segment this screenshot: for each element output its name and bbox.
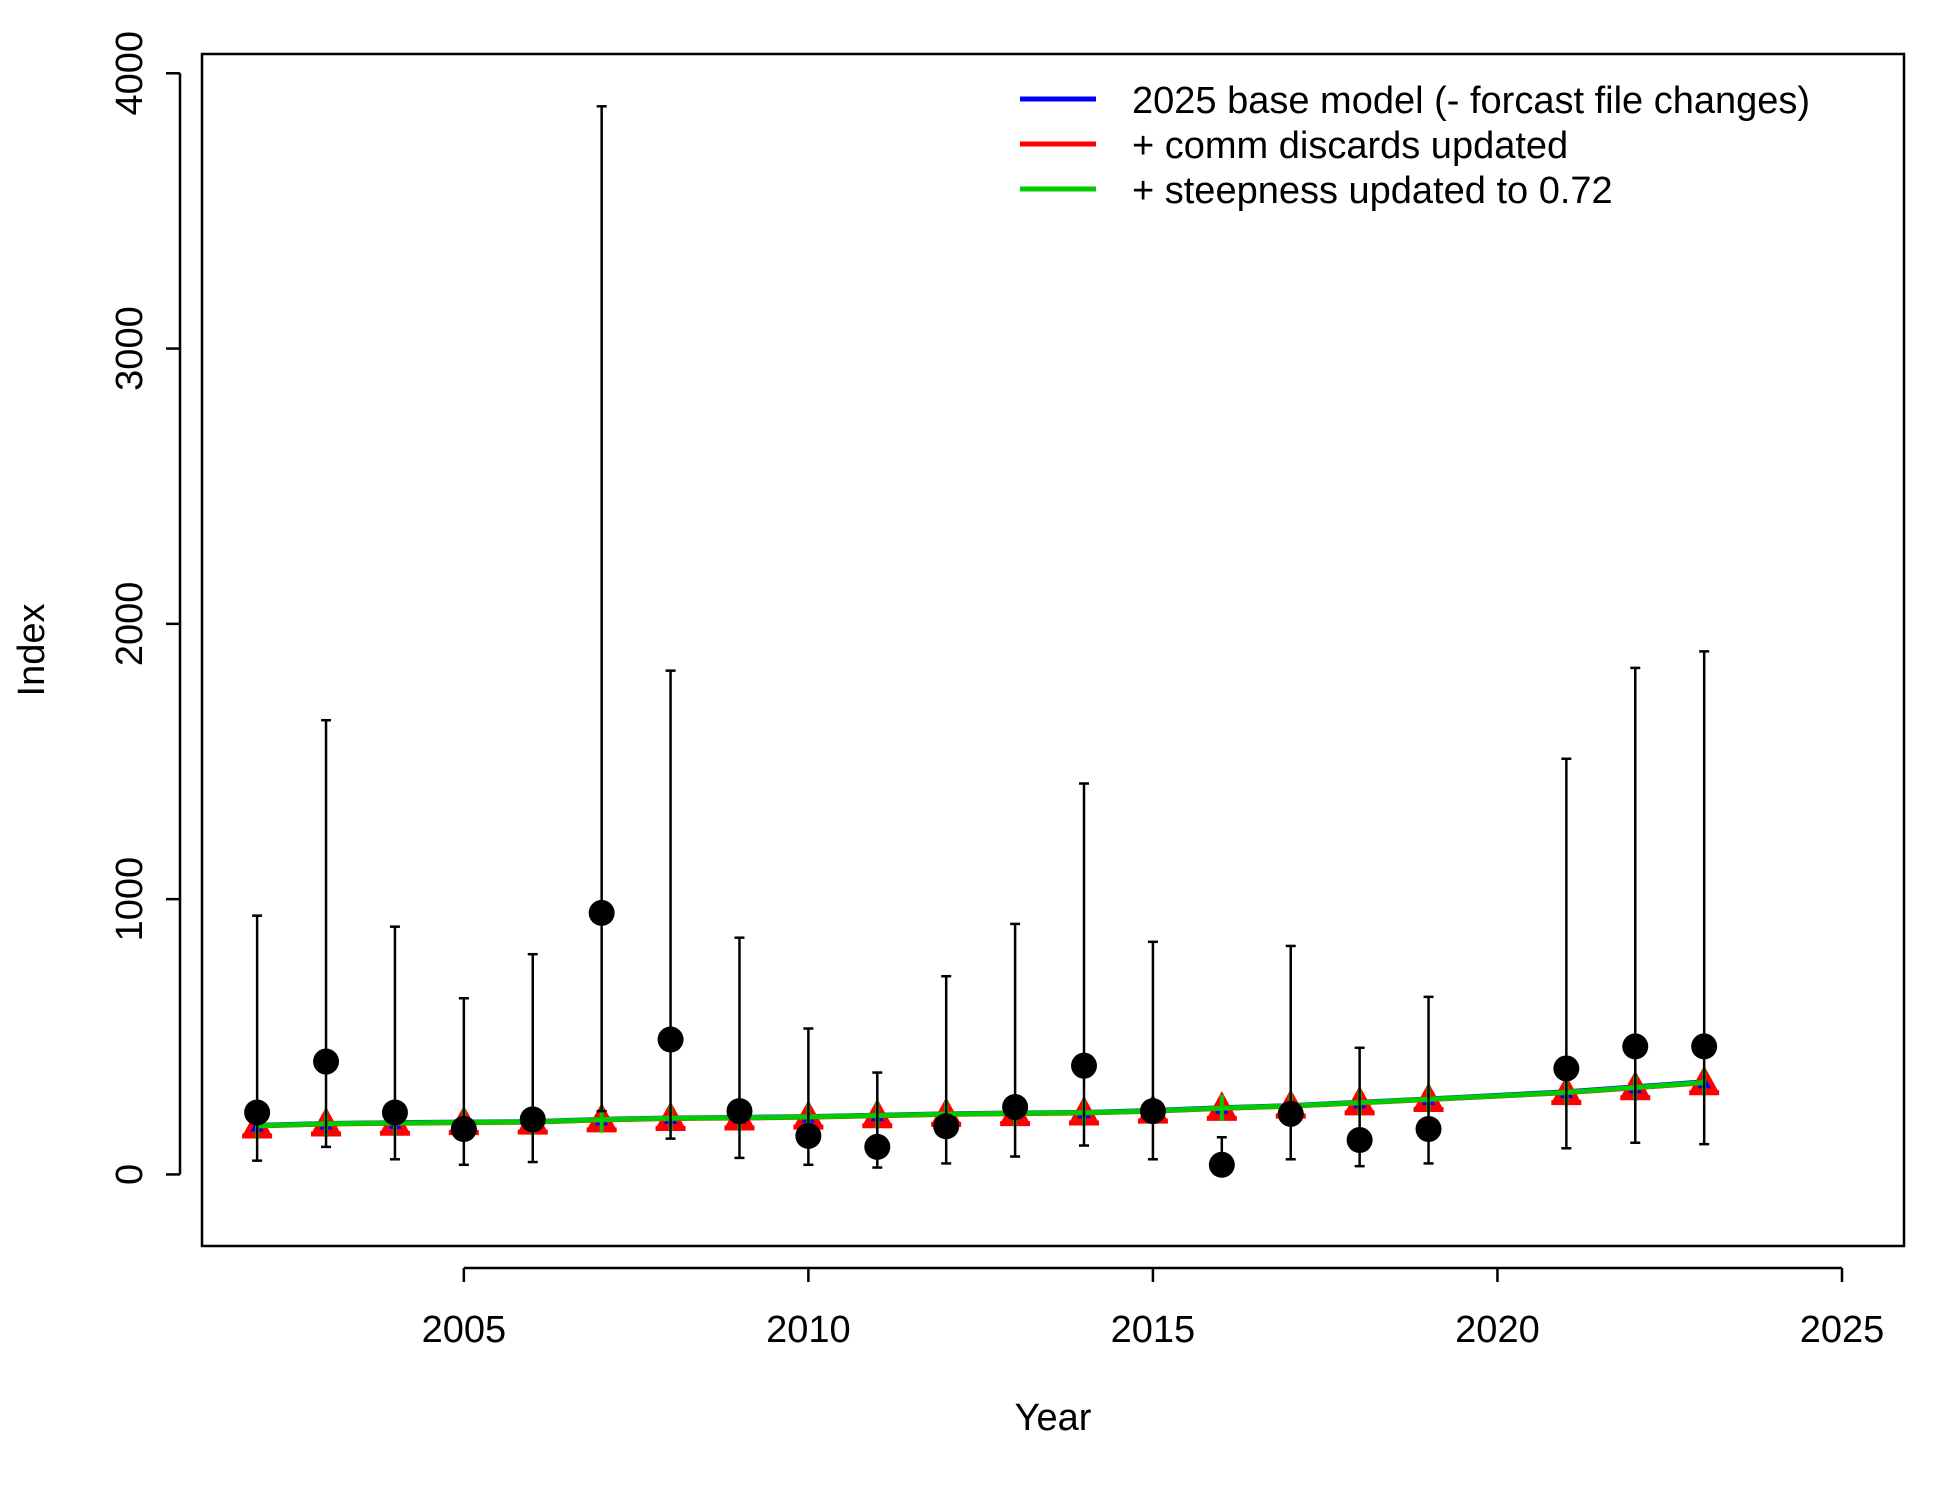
series-line (257, 1080, 1705, 1129)
x-axis: 2005 2010 2015 2020 2025 (422, 1266, 1885, 1351)
error-bars (252, 105, 1710, 1173)
observed-point (450, 1116, 477, 1143)
series-line (257, 1079, 1705, 1129)
x-tick-label: 2010 (766, 1309, 851, 1351)
observed-point (1553, 1055, 1580, 1082)
observed-point (381, 1099, 408, 1126)
y-tick-label: 1000 (109, 857, 151, 942)
observed-point (795, 1122, 822, 1149)
observed-point (1622, 1033, 1649, 1060)
x-tick-label: 2015 (1111, 1309, 1196, 1351)
series-line (257, 1079, 1705, 1128)
y-tick-label: 2000 (109, 582, 151, 667)
legend-label-base-model: 2025 base model (- forcast file changes) (1132, 80, 1810, 122)
observed-point (657, 1026, 684, 1053)
x-tick-label: 2005 (422, 1309, 507, 1351)
x-tick-label: 2020 (1455, 1309, 1540, 1351)
y-tick-label: 4000 (109, 31, 151, 116)
y-tick-label: 0 (109, 1164, 151, 1185)
y-axis: 0 1000 2000 3000 4000 (109, 31, 182, 1185)
y-axis-title: Index (11, 604, 53, 697)
observed-point (1346, 1127, 1373, 1154)
observed-points (244, 899, 1718, 1178)
observed-point (1277, 1100, 1304, 1127)
observed-point (244, 1099, 271, 1126)
observed-point (1691, 1033, 1718, 1060)
x-axis-title: Year (1015, 1397, 1092, 1439)
legend-label-steepness: + steepness updated to 0.72 (1132, 170, 1613, 212)
y-tick-label: 3000 (109, 306, 151, 391)
x-tick-label: 2025 (1800, 1309, 1885, 1351)
legend-label-comm-discards: + comm discards updated (1132, 125, 1568, 167)
observed-point (313, 1048, 340, 1075)
observed-point (1139, 1098, 1166, 1125)
observed-point (1208, 1151, 1235, 1178)
observed-point (933, 1113, 960, 1140)
observed-point (1415, 1116, 1442, 1143)
observed-point (726, 1098, 753, 1125)
observed-point (588, 899, 615, 926)
observed-point (519, 1106, 546, 1133)
observed-point (864, 1133, 891, 1160)
legend: 2025 base model (- forcast file changes)… (1020, 80, 1810, 212)
plot-frame (200, 52, 1906, 1248)
observed-point (1071, 1052, 1098, 1079)
observed-point (1002, 1093, 1029, 1120)
